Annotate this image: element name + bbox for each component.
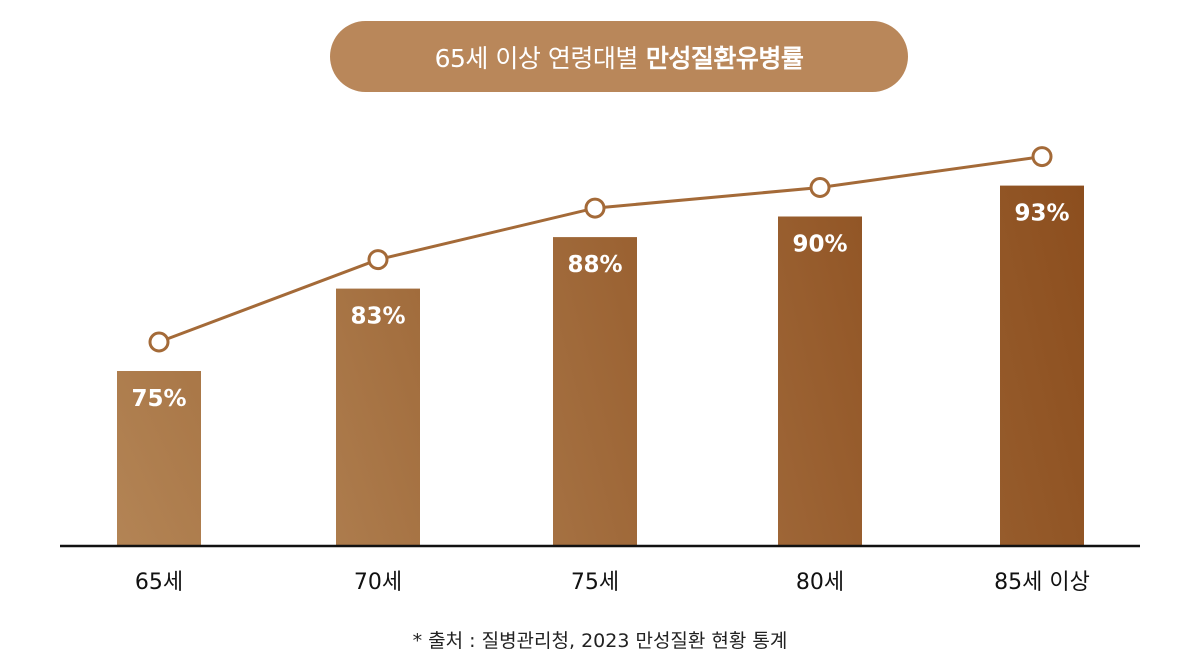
x-tick-label-1: 70세 (354, 570, 402, 595)
chart-title-bold: 만성질환유병률 (645, 43, 804, 73)
trend-point-4 (1031, 146, 1053, 168)
bar-2 (553, 237, 637, 546)
x-tick-label-3: 80세 (796, 570, 844, 595)
x-tick-label-2: 75세 (571, 570, 619, 595)
trend-point-0 (148, 331, 170, 353)
source-note: * 출처 : 질병관리청, 2023 만성질환 현황 통계 (412, 630, 788, 652)
chart-title-regular: 65세 이상 연령대별 (434, 43, 639, 73)
trend-point-2 (584, 197, 606, 219)
bar-3 (778, 216, 862, 546)
bar-value-label-1: 83% (350, 304, 405, 330)
chart-title-banner: 65세 이상 연령대별 만성질환유병률 (330, 21, 908, 92)
trend-point-3 (809, 177, 831, 198)
bar-value-label-2: 88% (567, 252, 622, 278)
bar-0 (117, 371, 201, 546)
trend-point-1 (367, 249, 389, 271)
bar-1 (336, 288, 420, 546)
x-tick-label-0: 65세 (135, 570, 183, 595)
bar-value-label-3: 90% (792, 232, 847, 258)
x-tick-label-4: 85세 이상 (994, 570, 1090, 595)
bar-value-label-4: 93% (1014, 201, 1069, 227)
bar-4 (1000, 185, 1084, 546)
bar-value-label-0: 75% (131, 386, 186, 412)
